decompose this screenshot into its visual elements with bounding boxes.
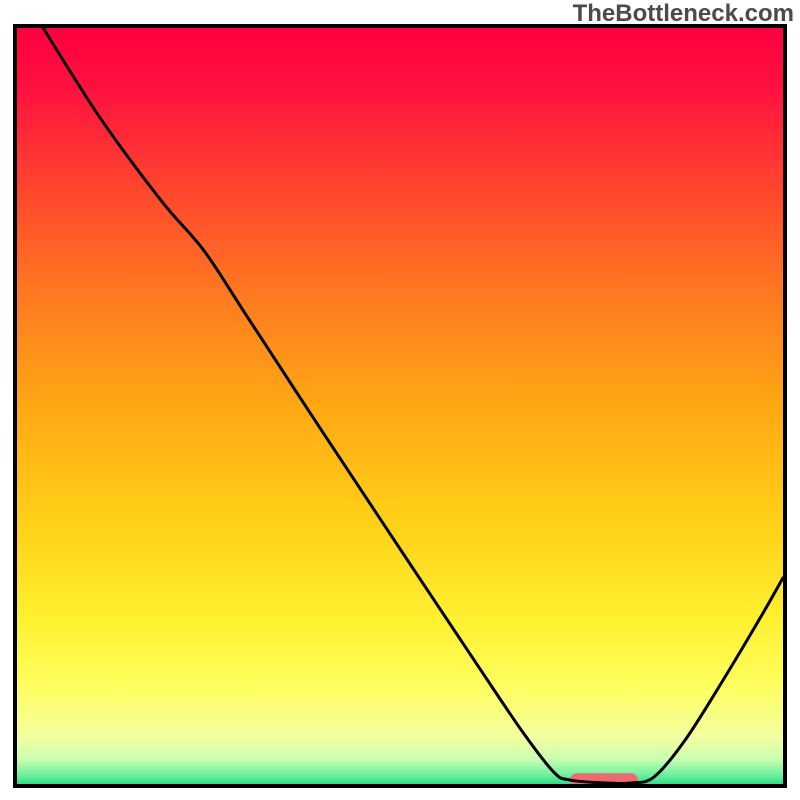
gradient-chart	[0, 0, 800, 800]
chart-canvas: TheBottleneck.com	[0, 0, 800, 800]
chart-background	[15, 26, 785, 786]
watermark-text: TheBottleneck.com	[573, 0, 794, 28]
